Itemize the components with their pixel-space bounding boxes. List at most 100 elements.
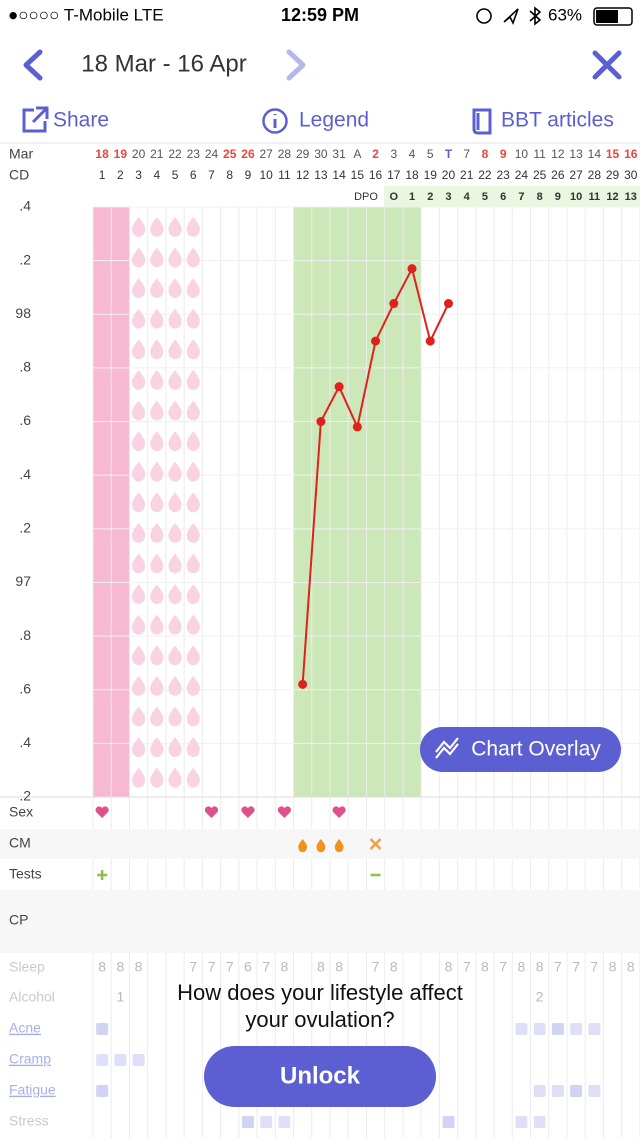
chart-overlay-button[interactable]: Chart Overlay <box>420 727 621 772</box>
symptom-square <box>96 1085 109 1097</box>
symptom-square <box>96 1023 109 1035</box>
period-drop <box>186 614 200 635</box>
period-drop <box>131 523 146 543</box>
period-drop <box>131 676 146 696</box>
period-drop <box>168 461 182 482</box>
alcohol-value: 2 <box>536 989 544 1005</box>
day-label: 19 <box>114 147 128 161</box>
cd-label: 3 <box>135 168 142 182</box>
dpo-value: 4 <box>464 191 471 203</box>
period-drop <box>168 308 182 329</box>
period-drop <box>186 706 200 727</box>
dpo-value: 13 <box>625 191 637 203</box>
sleep-value: 7 <box>226 959 234 975</box>
period-drop <box>131 278 146 299</box>
period-drop <box>150 523 164 543</box>
legend-label: Legend <box>299 109 369 132</box>
status-icons <box>476 6 542 26</box>
day-label: 13 <box>569 147 583 161</box>
period-drop <box>186 308 200 329</box>
y-tick-label: .4 <box>19 198 31 214</box>
share-button[interactable]: Share <box>22 106 109 133</box>
period-drop <box>186 645 200 666</box>
period-drop <box>131 584 146 604</box>
dpo-label: DPO <box>354 191 378 203</box>
sleep-value: 8 <box>98 959 106 975</box>
unlock-button[interactable]: Unlock <box>204 1046 436 1107</box>
dpo-value: 9 <box>555 191 561 203</box>
symptom-square <box>588 1023 601 1035</box>
period-drop <box>150 308 164 329</box>
temperature-point <box>334 382 344 392</box>
overlay-label: Chart Overlay <box>471 738 601 761</box>
period-drop <box>168 339 182 360</box>
cd-label: 17 <box>387 168 401 182</box>
sleep-value: 7 <box>262 959 270 975</box>
day-label: 21 <box>150 147 164 161</box>
symptom-square <box>551 1023 564 1035</box>
prev-button[interactable] <box>23 49 43 81</box>
day-label: 20 <box>132 147 146 161</box>
dpo-value: 8 <box>537 191 543 203</box>
period-drop <box>150 645 164 666</box>
lifestyle-label: Fatigue <box>9 1082 56 1098</box>
day-label: 14 <box>588 147 602 161</box>
day-label: 26 <box>241 147 255 161</box>
temperature-point <box>407 264 417 274</box>
symptom-square <box>241 1116 254 1128</box>
promo-text: your ovulation? <box>245 1007 394 1032</box>
period-drop <box>131 400 146 421</box>
dpo-background <box>384 186 640 207</box>
dpo-value: 11 <box>589 191 601 203</box>
cd-label: 6 <box>190 168 197 182</box>
cd-label: 11 <box>278 168 291 182</box>
alcohol-value: 1 <box>116 989 124 1005</box>
y-tick-label: .2 <box>19 251 31 267</box>
day-label: 22 <box>168 147 182 161</box>
period-drop <box>186 461 200 482</box>
period-drop <box>150 614 164 635</box>
symptom-square <box>515 1023 528 1035</box>
next-button[interactable] <box>286 49 306 81</box>
symptom-square <box>533 1085 546 1097</box>
cd-label: 4 <box>153 168 160 182</box>
symptom-square <box>588 1085 601 1097</box>
cd-label: 30 <box>624 168 638 182</box>
period-drop <box>150 584 164 604</box>
lifestyle-label: Alcohol <box>9 989 55 1005</box>
articles-button[interactable]: BBT articles <box>472 108 614 135</box>
period-drop <box>131 553 146 574</box>
sleep-value: 7 <box>189 959 197 975</box>
period-drop <box>150 767 164 788</box>
period-drop <box>131 370 146 390</box>
period-drop <box>186 676 200 696</box>
period-drop <box>168 645 182 666</box>
row-icons <box>95 806 382 880</box>
heart-icon <box>95 806 109 818</box>
sleep-value: 8 <box>445 959 453 975</box>
symptom-square <box>442 1116 455 1128</box>
cd-label: 2 <box>117 168 124 182</box>
period-drop <box>186 217 200 237</box>
period-drop <box>131 614 146 635</box>
day-label: 12 <box>551 147 565 161</box>
dpo-value: 3 <box>445 191 451 203</box>
dpo-value: 10 <box>570 191 582 203</box>
close-button[interactable] <box>592 50 622 80</box>
y-tick-label: .4 <box>19 734 31 750</box>
period-drop <box>131 339 146 360</box>
symptom-square <box>570 1023 583 1035</box>
sleep-value: 8 <box>627 959 635 975</box>
cd-label: 10 <box>260 168 274 182</box>
dpo-value: O <box>390 191 399 203</box>
legend-button[interactable]: Legend <box>262 108 370 134</box>
day-label: 9 <box>500 147 507 161</box>
period-drop <box>150 217 164 237</box>
period-drop <box>131 217 146 237</box>
period-drop <box>186 431 200 451</box>
y-tick-label: .2 <box>19 520 31 536</box>
period-drop <box>168 706 182 727</box>
period-drop <box>186 492 200 513</box>
heart-icon <box>277 806 292 818</box>
